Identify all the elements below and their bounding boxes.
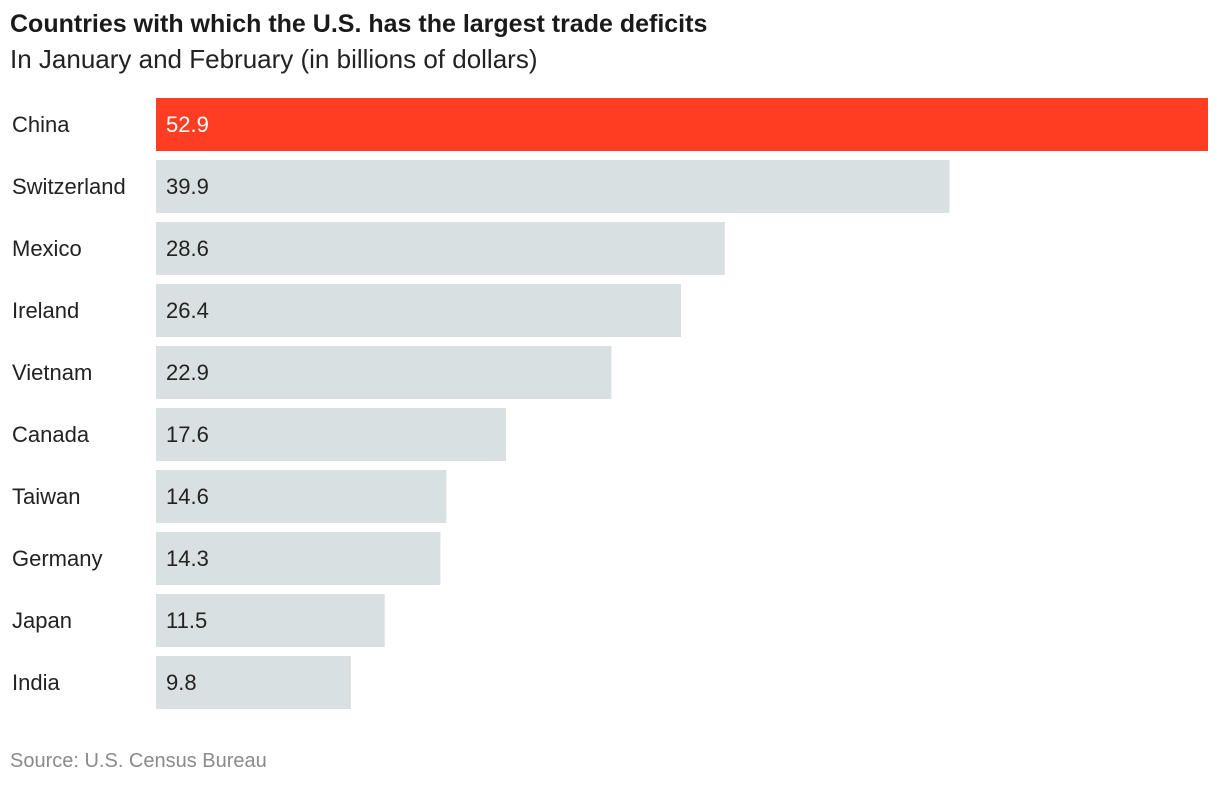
bar <box>156 284 682 337</box>
bar-value-label: 39.9 <box>166 174 209 199</box>
bar-value-label: 17.6 <box>166 422 209 447</box>
bar <box>156 594 385 647</box>
category-label: China <box>12 112 70 137</box>
bar <box>156 98 1208 151</box>
bar <box>156 470 447 523</box>
category-label: Japan <box>12 608 72 633</box>
bar-value-label: 14.6 <box>166 484 209 509</box>
bar <box>156 160 950 213</box>
bar-value-label: 28.6 <box>166 236 209 261</box>
category-label: Switzerland <box>12 174 126 199</box>
bar <box>156 222 725 275</box>
source-note: Source: U.S. Census Bureau <box>10 750 267 772</box>
category-label: Taiwan <box>12 484 80 509</box>
bar-value-label: 9.8 <box>166 670 197 695</box>
chart-subtitle: In January and February (in billions of … <box>10 44 538 74</box>
bar <box>156 656 351 709</box>
bar <box>156 532 441 585</box>
bar-value-label: 52.9 <box>166 112 209 137</box>
bar <box>156 346 612 399</box>
bar-value-label: 11.5 <box>166 608 207 633</box>
bar-value-label: 22.9 <box>166 360 209 385</box>
bar-value-label: 14.3 <box>166 546 209 571</box>
category-label: Canada <box>12 422 90 447</box>
category-label: Vietnam <box>12 360 92 385</box>
bar-value-label: 26.4 <box>166 298 209 323</box>
bar <box>156 408 507 461</box>
chart-title: Countries with which the U.S. has the la… <box>10 10 708 38</box>
category-label: Germany <box>12 546 102 571</box>
category-label: Ireland <box>12 298 79 323</box>
category-label: Mexico <box>12 236 82 261</box>
category-label: India <box>12 670 60 695</box>
